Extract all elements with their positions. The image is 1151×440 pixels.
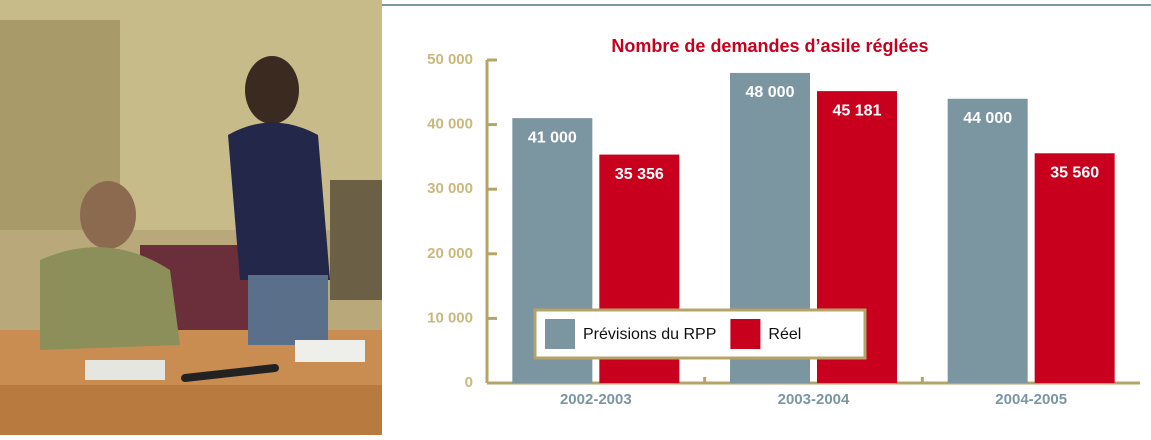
legend-swatch [730, 319, 761, 349]
legend-swatch [545, 319, 575, 349]
y-tick-label: 40 000 [427, 116, 473, 133]
value-label: 35 560 [1050, 165, 1099, 182]
y-tick-label: 0 [465, 374, 473, 391]
chart: 0 10 000 20 000 30 000 40 000 50 000 2002-2003… [427, 51, 1140, 408]
x-tick-label: 2003-2004 [778, 391, 850, 408]
bar [1034, 153, 1115, 383]
legend-label: Prévisions du RPP [583, 326, 716, 343]
chart-title: Nombre de demandes d’asile réglées [611, 36, 928, 56]
value-label: 48 000 [746, 84, 795, 101]
x-tick-label: 2004-2005 [995, 391, 1067, 408]
y-tick-label: 50 000 [427, 51, 473, 68]
y-tick-label: 20 000 [427, 245, 473, 262]
y-tick-label: 30 000 [427, 180, 473, 197]
photo [0, 0, 382, 435]
value-label: 41 000 [528, 129, 577, 146]
y-tick-label: 10 000 [427, 309, 473, 326]
value-label: 45 181 [833, 102, 882, 119]
x-tick-label: 2002-2003 [560, 391, 632, 408]
value-label: 44 000 [963, 110, 1012, 127]
value-label: 35 356 [615, 166, 664, 183]
legend-label: Réel [768, 326, 801, 343]
legend-box [533, 308, 867, 360]
bar [947, 98, 1028, 383]
